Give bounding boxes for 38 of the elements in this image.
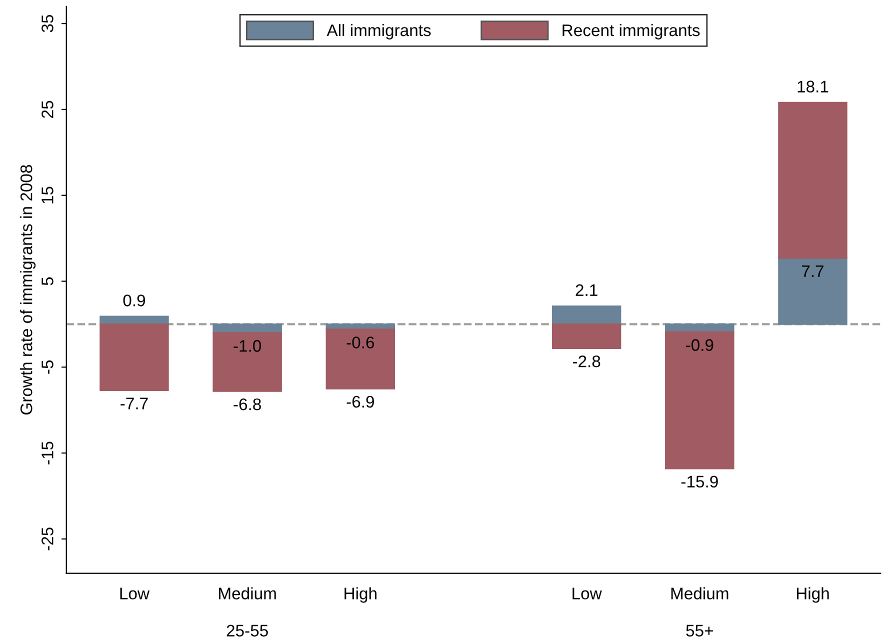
- y-tick-label: 15: [42, 186, 54, 204]
- data-label: -15.9: [681, 476, 718, 488]
- x-tick-label: Low: [120, 588, 150, 600]
- x-tick-label: High: [344, 587, 376, 603]
- data-label: -0.6: [346, 336, 374, 348]
- text: 25-55: [226, 624, 268, 637]
- data-label: -1.0: [234, 340, 262, 352]
- y-tick-label: -15: [42, 442, 54, 464]
- text: 55+: [686, 624, 713, 637]
- bar: [326, 328, 396, 390]
- bar: [212, 332, 282, 392]
- bar: [552, 324, 622, 349]
- bar: [552, 305, 622, 325]
- data-label: 18.1: [798, 80, 828, 92]
- data-label: -2.8: [572, 355, 600, 368]
- y-tick-label: 25: [42, 100, 54, 118]
- y-tick-label: 35: [42, 14, 54, 32]
- data-label: -6.9: [346, 396, 374, 408]
- x-tick-label: Low: [572, 588, 602, 600]
- bar: [665, 331, 734, 470]
- bar: [778, 102, 848, 259]
- bar: [100, 324, 169, 392]
- data-label: 7.7: [802, 265, 824, 277]
- legend-label: All immigrants: [326, 24, 431, 40]
- data-label: 0.9: [123, 294, 146, 306]
- data-label: -7.7: [120, 398, 148, 410]
- y-tick-label: 5: [42, 277, 54, 286]
- x-tick-label: Medium: [671, 587, 728, 600]
- x-tick-label: High: [796, 587, 829, 603]
- x-tick-label: Medium: [219, 587, 276, 600]
- data-label: 2.1: [576, 284, 598, 296]
- legend-label: Recent immigrants: [562, 24, 700, 40]
- data-label: -6.8: [234, 398, 261, 410]
- y-tick-label: -25: [42, 528, 54, 550]
- bar: [778, 257, 848, 325]
- y-axis-title: Growth rate of immigrants in 2008: [20, 165, 36, 415]
- data-label: -0.9: [686, 339, 714, 351]
- y-tick-label: -5: [42, 360, 54, 374]
